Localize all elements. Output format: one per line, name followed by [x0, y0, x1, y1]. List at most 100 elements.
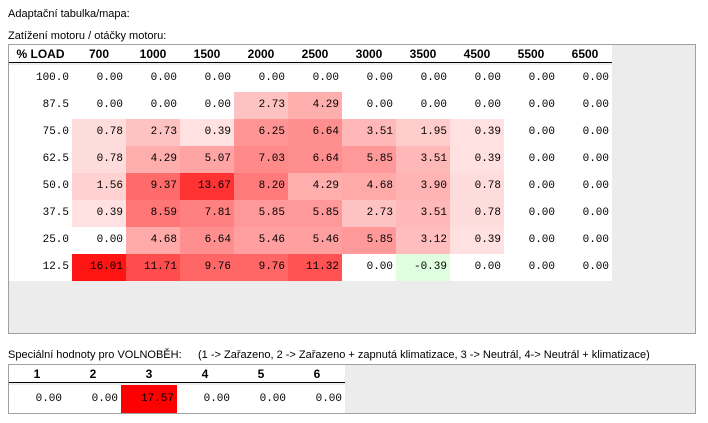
map-cell: 6.64: [180, 227, 234, 254]
map-cell: 3.12: [396, 227, 450, 254]
map-cell: 1.95: [396, 119, 450, 146]
map-cell: 0.00: [450, 92, 504, 119]
map-cell: 0.00: [450, 65, 504, 92]
idle-cell: 0.00: [9, 385, 65, 413]
map-cell: 0.00: [396, 92, 450, 119]
map-cell: 7.81: [180, 200, 234, 227]
map-cell: 6.64: [288, 146, 342, 173]
idle-column-header: 2: [65, 365, 121, 383]
column-header: 3500: [396, 45, 450, 63]
map-cell: 0.00: [558, 227, 612, 254]
row-header: 25.0: [9, 227, 72, 254]
row-header: 87.5: [9, 92, 72, 119]
map-cell: 0.00: [504, 65, 558, 92]
map-cell: 13.67: [180, 173, 234, 200]
map-cell: 0.78: [72, 146, 126, 173]
map-cell: 0.00: [504, 227, 558, 254]
column-header: 3000: [342, 45, 396, 63]
map-cell: 5.85: [234, 200, 288, 227]
adaptation-map-grid[interactable]: % LOAD 700 1000 1500 2000 2500 3000 3500 4500 550…: [8, 44, 696, 334]
column-header: 4500: [450, 45, 504, 63]
map-cell: 0.00: [180, 92, 234, 119]
map-cell: 0.00: [450, 254, 504, 281]
map-cell: 8.20: [234, 173, 288, 200]
map-cell: 9.76: [180, 254, 234, 281]
row-header: 62.5: [9, 146, 72, 173]
idle-column-header: 6: [289, 365, 345, 383]
map-cell: 5.85: [288, 200, 342, 227]
idle-cell: 0.00: [233, 385, 289, 413]
map-cell: 0.00: [558, 254, 612, 281]
idle-column-header: 3: [121, 365, 177, 383]
map-cell: 5.85: [342, 146, 396, 173]
map-cell: 0.00: [558, 200, 612, 227]
column-header: 700: [72, 45, 126, 63]
map-cell: 0.00: [72, 92, 126, 119]
map-cell: 0.00: [126, 92, 180, 119]
row-header: 50.0: [9, 173, 72, 200]
map-cell: 0.39: [450, 146, 504, 173]
map-cell: 0.00: [504, 92, 558, 119]
map-cell: 9.76: [234, 254, 288, 281]
map-cell: 5.46: [288, 227, 342, 254]
map-cell: 0.39: [180, 119, 234, 146]
map-cell: 0.00: [504, 119, 558, 146]
map-cell: 8.59: [126, 200, 180, 227]
map-cell: 6.64: [288, 119, 342, 146]
map-cell: 0.00: [558, 146, 612, 173]
map-cell: 0.00: [72, 65, 126, 92]
map-cell: 0.00: [504, 173, 558, 200]
idle-column-header: 5: [233, 365, 289, 383]
column-header: 2500: [288, 45, 342, 63]
idle-cell: 0.00: [65, 385, 121, 413]
map-cell: 0.00: [126, 65, 180, 92]
map-cell: 0.00: [558, 119, 612, 146]
map-cell: 0.78: [72, 119, 126, 146]
row-header: 75.0: [9, 119, 72, 146]
map-cell: 3.51: [396, 200, 450, 227]
column-header: 5500: [504, 45, 558, 63]
map-cell: 2.73: [342, 200, 396, 227]
row-header: 100.0: [9, 65, 72, 92]
map-cell: 0.39: [72, 200, 126, 227]
map-cell: 0.78: [450, 173, 504, 200]
idle-cell: 0.00: [177, 385, 233, 413]
map-cell: 3.90: [396, 173, 450, 200]
map-cell: 0.00: [288, 65, 342, 92]
idle-cell: 0.00: [289, 385, 345, 413]
map-cell: 4.68: [342, 173, 396, 200]
idle-values-grid[interactable]: 1 2 3 4 5 6 0.00 0.00 17.57 0.00 0.00 0.00: [8, 364, 696, 414]
map-cell: 0.00: [342, 92, 396, 119]
map-cell: 9.37: [126, 173, 180, 200]
map-cell: 0.00: [558, 173, 612, 200]
idle-label: Speciální hodnoty pro VOLNOBĚH:: [8, 349, 182, 361]
row-header: 12.5: [9, 254, 72, 281]
map-cell: 11.32: [288, 254, 342, 281]
map-cell: 0.00: [234, 65, 288, 92]
map-cell: 6.25: [234, 119, 288, 146]
page-title: Adaptační tabulka/mapa:: [8, 8, 130, 20]
map-label: Zatížení motoru / otáčky motoru:: [8, 30, 167, 42]
map-cell: 16.01: [72, 254, 126, 281]
column-header: 1500: [180, 45, 234, 63]
map-cell: 0.00: [72, 227, 126, 254]
map-cell: 0.00: [396, 65, 450, 92]
map-cell: 3.51: [342, 119, 396, 146]
idle-column-header: 4: [177, 365, 233, 383]
map-cell: 5.46: [234, 227, 288, 254]
map-cell: 3.51: [396, 146, 450, 173]
map-cell: 4.68: [126, 227, 180, 254]
map-cell: 0.00: [504, 146, 558, 173]
map-cell: -0.39: [396, 254, 450, 281]
column-header: 2000: [234, 45, 288, 63]
map-cell: 0.39: [450, 119, 504, 146]
map-cell: 0.00: [180, 65, 234, 92]
idle-column-header: 1: [9, 365, 65, 383]
corner-header: % LOAD: [9, 45, 72, 63]
map-cell: 4.29: [288, 173, 342, 200]
map-cell: 7.03: [234, 146, 288, 173]
map-cell: 5.07: [180, 146, 234, 173]
map-cell: 2.73: [126, 119, 180, 146]
map-cell: 1.56: [72, 173, 126, 200]
map-cell: 11.71: [126, 254, 180, 281]
